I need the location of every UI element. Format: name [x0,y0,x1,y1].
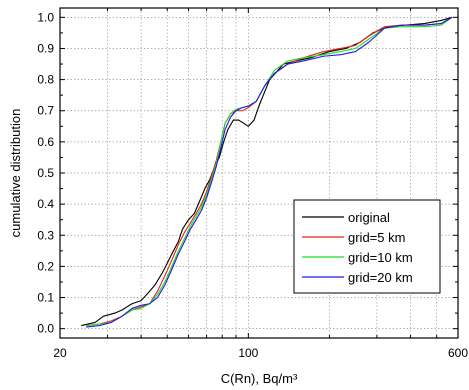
y-tick-label: 1.0 [37,10,54,24]
legend-label: grid=20 km [348,270,413,285]
legend-label: original [348,210,390,225]
grid-lines [60,8,458,338]
legend-label: grid=10 km [348,250,413,265]
y-tick-label: 0.9 [37,41,54,55]
y-tick-label: 0.3 [37,228,54,242]
legend-label: grid=5 km [348,230,405,245]
x-tick-label: 600 [448,346,468,360]
legend: original grid=5 km grid=10 km grid=20 km [293,199,441,294]
y-tick-label: 0.5 [37,166,54,180]
x-tick-label: 20 [53,346,67,360]
y-tick-label: 0.6 [37,135,54,149]
series-line-grid-20-km [86,16,453,328]
y-tick-label: 0.0 [37,322,54,336]
legend-items: original grid=5 km grid=10 km grid=20 km [302,210,413,285]
series-lines [81,16,453,328]
y-tick-label: 0.1 [37,291,54,305]
axis-tick-labels: 20 100 600 0.0 0.1 0.2 0.3 0.4 0.5 0.6 0.7 0.8 0.9 1.… [37,10,468,360]
y-tick-label: 0.4 [37,197,54,211]
x-axis-title: C(Rn), Bq/m³ [221,371,298,386]
y-tick-label: 0.8 [37,73,54,87]
x-tick-label: 100 [238,346,258,360]
y-tick-label: 0.7 [37,104,54,118]
y-axis-title: cumulative distribution [8,109,23,238]
y-tick-label: 0.2 [37,259,54,273]
axis-ticks [59,8,459,338]
